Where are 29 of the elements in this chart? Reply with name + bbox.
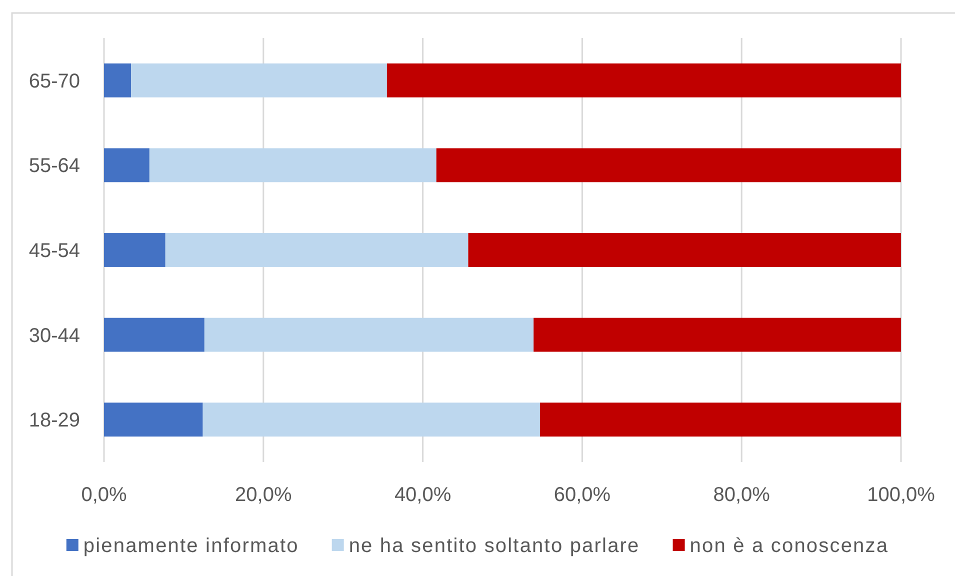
legend-label: non è a conoscenza bbox=[690, 535, 889, 557]
y-tick-label: 45-54 bbox=[28, 240, 80, 262]
legend-label: pienamente informato bbox=[83, 535, 299, 557]
bar bbox=[149, 148, 436, 182]
y-tick-label: 18-29 bbox=[28, 410, 80, 432]
bar bbox=[104, 233, 166, 267]
x-tick-label: 100,0% bbox=[867, 484, 936, 506]
bar bbox=[165, 233, 468, 267]
bar bbox=[534, 318, 901, 352]
bar bbox=[386, 63, 901, 98]
bar bbox=[204, 318, 534, 352]
x-tick-label: 20,0% bbox=[235, 484, 292, 506]
y-tick-label: 65-70 bbox=[28, 70, 80, 92]
x-tick-label: 40,0% bbox=[394, 484, 452, 506]
x-tick-label: 0,0% bbox=[81, 484, 128, 506]
y-tick-label: 30-44 bbox=[28, 324, 80, 347]
bar bbox=[131, 63, 387, 98]
x-tick-label: 60,0% bbox=[554, 484, 611, 506]
bar bbox=[540, 402, 901, 437]
bar bbox=[104, 402, 203, 437]
bar bbox=[436, 148, 901, 182]
y-tick-label: 55-64 bbox=[28, 155, 80, 178]
bar bbox=[104, 148, 150, 182]
bar bbox=[468, 233, 901, 267]
bar bbox=[202, 402, 540, 437]
x-tick-label: 80,0% bbox=[713, 484, 770, 506]
bar bbox=[104, 318, 204, 352]
legend-label: ne ha sentito soltanto parlare bbox=[348, 535, 640, 557]
bar bbox=[104, 63, 132, 98]
